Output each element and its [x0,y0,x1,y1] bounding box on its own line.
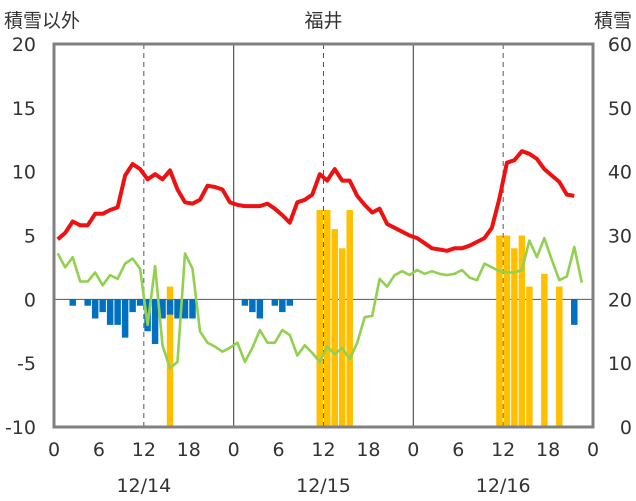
precip-bar-11 [136,299,144,306]
precip-bar-17 [181,299,189,319]
precip-bar-6 [99,299,106,313]
x-tick-label: 18 [356,439,380,461]
right-tick-label: 20 [608,289,632,311]
snow-bar-39 [346,209,353,427]
left-tick-label: 20 [12,34,36,56]
x-tick-label: 0 [587,439,599,461]
snow-bar-65 [541,273,548,427]
snow-bar-38 [338,248,346,427]
right-tick-label: 10 [608,353,632,375]
right-tick-label: 40 [608,162,632,184]
right-tick-label: 50 [608,98,632,120]
x-tick-label: 6 [452,439,464,461]
left-tick-label: -10 [5,417,36,439]
x-tick-label: 0 [407,439,419,461]
right-tick-label: 0 [620,417,632,439]
precip-bar-25 [241,299,249,306]
left-tick-label: -5 [17,353,36,375]
x-tick-label: 12 [311,439,335,461]
snow-bar-15 [166,286,174,427]
snow-bar-62 [518,235,526,427]
precip-bar-29 [271,299,279,306]
x-tick-label: 12 [132,439,156,461]
precip-bar-9 [121,299,129,338]
snow-bar-63 [526,286,533,427]
left-tick-label: 5 [24,226,36,248]
precip-bar-4 [84,299,91,306]
precip-bar-2 [69,299,76,306]
right-tick-label: 60 [608,34,632,56]
plot-frame [52,42,595,429]
right-axis-label: 積雪 [594,10,632,32]
snow-bar-61 [511,248,518,427]
x-tick-label: 12 [491,439,515,461]
precip-bar-16 [174,299,181,319]
precip-bar-5 [91,299,99,319]
precip-bar-7 [106,299,114,325]
precip-bar-30 [279,299,286,313]
snow-bar-37 [331,229,338,427]
right-tick-label: 30 [608,226,632,248]
x-tick-label: 0 [228,439,240,461]
precip-bar-18 [189,299,196,319]
x-tick-label: 18 [177,439,201,461]
snow-depth-bars [166,209,563,427]
snow-bar-35 [316,209,323,427]
left-tick-label: 10 [12,162,36,184]
precip-bar-14 [159,299,166,319]
left-axis-label: 積雪以外 [4,10,80,32]
left-tick-label: 0 [24,289,36,311]
chart-title: 福井 [304,10,342,32]
precip-bar-8 [114,299,121,325]
snow-bar-60 [503,235,511,427]
precip-bar-27 [256,299,264,319]
date-label: 12/14 [116,475,171,497]
date-label: 12/16 [476,475,531,497]
x-tick-label: 6 [273,439,285,461]
date-label: 12/15 [296,475,351,497]
x-tick-label: 18 [536,439,560,461]
precip-bar-13 [151,299,159,345]
precip-bar-31 [286,299,294,306]
snow-bar-36 [324,209,331,427]
precip-bar-10 [129,299,136,313]
x-tick-label: 0 [48,439,60,461]
left-tick-label: 15 [12,98,36,120]
x-tick-label: 6 [93,439,105,461]
temperature-line [56,149,575,253]
snow-bar-59 [496,235,503,427]
wind-line [56,236,584,370]
precip-bar-15 [166,299,174,315]
snow-bar-67 [556,286,563,427]
precip-bar-69 [571,299,578,325]
precip-bar-26 [249,299,256,313]
